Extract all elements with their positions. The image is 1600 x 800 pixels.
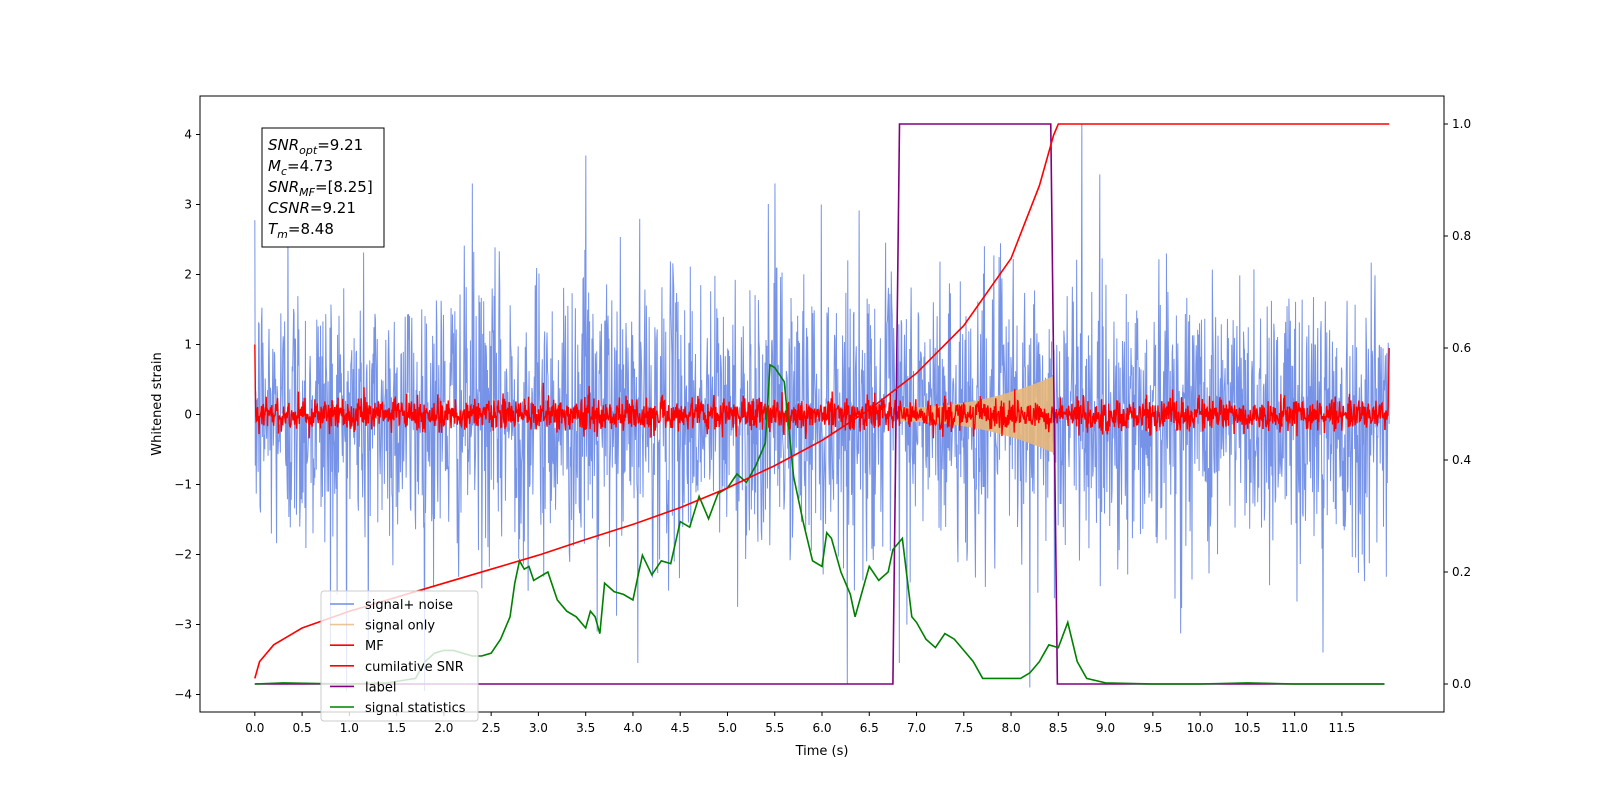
series-signal-noise-line: [254, 123, 1390, 692]
stats-line: SNRopt=9.21: [268, 136, 363, 157]
y-tick-label: 0: [184, 408, 192, 422]
y-axis-label: Whitened strain: [150, 352, 165, 455]
right-y-tick-label: 1.0: [1452, 117, 1471, 131]
x-tick-label: 5.0: [718, 721, 737, 735]
x-tick-label: 11.5: [1329, 721, 1356, 735]
x-tick-label: 0.0: [245, 721, 264, 735]
stats-line: Tm=8.48: [268, 220, 334, 241]
x-tick-label: 9.0: [1096, 721, 1115, 735]
stats-line: Mc=4.73: [268, 157, 333, 178]
x-tick-label: 10.0: [1187, 721, 1214, 735]
x-tick-label: 0.5: [293, 721, 312, 735]
y-tick-label: 2: [184, 268, 192, 282]
x-tick-label: 2.5: [482, 721, 501, 735]
x-tick-label: 11.0: [1281, 721, 1308, 735]
x-tick-label: 7.5: [954, 721, 973, 735]
y-tick-label: 1: [184, 338, 192, 352]
x-tick-label: 6.5: [860, 721, 879, 735]
series-mf-line: [254, 344, 1390, 440]
legend-label: signal only: [365, 619, 435, 634]
x-tick-label: 7.0: [907, 721, 926, 735]
legend-label: MF: [365, 639, 384, 654]
x-tick-label: 9.5: [1143, 721, 1162, 735]
y-tick-label: −4: [174, 688, 192, 702]
x-tick-label: 4.0: [623, 721, 642, 735]
right-y-tick-label: 0.0: [1452, 677, 1471, 691]
y-axis: −4 −3 −2 −1 0 1 2 3 4: [174, 128, 200, 702]
x-axis: 0.0 0.5 1.0 1.5 2.0 2.5 3.0 3.5 4.0 4.5 5.0 5.5 6.0 6…: [245, 712, 1355, 735]
right-y-tick-label: 0.6: [1452, 341, 1471, 355]
right-y-tick-label: 0.8: [1452, 229, 1471, 243]
stats-line: CSNR=9.21: [268, 199, 356, 217]
x-tick-label: 3.5: [576, 721, 595, 735]
y-tick-label: 3: [184, 198, 192, 212]
x-tick-label: 8.0: [1002, 721, 1021, 735]
right-y-tick-label: 0.4: [1452, 453, 1471, 467]
x-axis-label: Time (s): [795, 744, 849, 759]
plot-area: [254, 123, 1390, 692]
x-tick-label: 5.5: [765, 721, 784, 735]
legend-label: signal statistics: [365, 701, 466, 716]
legend: signal+ noise signal only MF cumilative SNR…: [320, 590, 479, 722]
series-signal-statistics-line: [254, 363, 1385, 685]
right-y-axis: 0.0 0.2 0.4 0.6 0.8 1.0: [1444, 117, 1471, 691]
stats-line: SNRMF=[8.25]: [268, 178, 373, 199]
x-tick-label: 2.0: [434, 721, 453, 735]
x-tick-label: 10.5: [1234, 721, 1261, 735]
x-tick-label: 8.5: [1049, 721, 1068, 735]
legend-label: signal+ noise: [365, 598, 453, 613]
legend-box: [320, 590, 479, 722]
series-label-line: [254, 123, 1385, 685]
x-tick-label: 1.0: [340, 721, 359, 735]
y-tick-label: −1: [174, 478, 192, 492]
legend-label: cumilative SNR: [365, 660, 464, 675]
x-tick-label: 3.0: [529, 721, 548, 735]
y-tick-label: 4: [184, 128, 192, 142]
right-y-tick-label: 0.2: [1452, 565, 1471, 579]
y-tick-label: −3: [174, 618, 192, 632]
x-tick-label: 6.0: [812, 721, 831, 735]
x-tick-label: 4.5: [671, 721, 690, 735]
legend-label: label: [365, 680, 396, 695]
y-tick-label: −2: [174, 548, 192, 562]
x-tick-label: 1.5: [387, 721, 406, 735]
stats-box: [261, 127, 385, 248]
